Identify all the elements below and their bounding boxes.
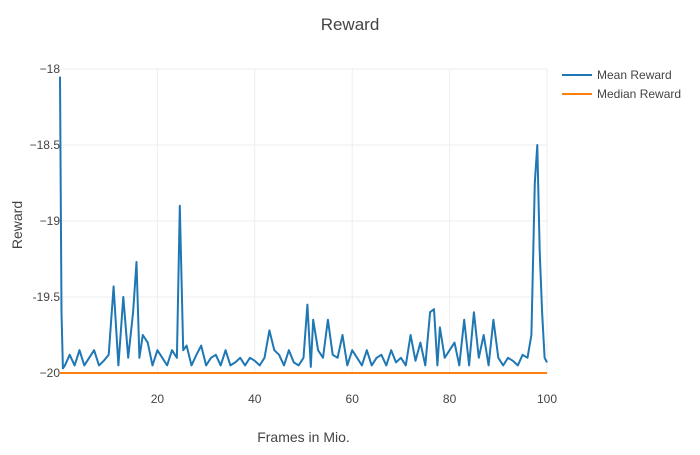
y-tick-label: −20 xyxy=(40,366,61,380)
legend-item-mean-reward[interactable]: Mean Reward xyxy=(562,68,672,82)
x-tick-label: 100 xyxy=(537,392,557,406)
x-tick-label: 20 xyxy=(151,392,165,406)
legend-item-median-reward[interactable]: Median Reward xyxy=(562,87,681,101)
tick-labels: 20 40 60 80 100 −18 −18.5 −19 -19.5 −20 xyxy=(30,62,558,406)
x-tick-label: 80 xyxy=(443,392,457,406)
series-line-mean-reward xyxy=(59,76,548,370)
x-tick-label: 40 xyxy=(248,392,262,406)
chart-title: Reward xyxy=(321,15,380,34)
grid xyxy=(60,68,548,374)
legend-label: Mean Reward xyxy=(597,68,672,82)
x-tick-label: 60 xyxy=(346,392,360,406)
y-tick-label: −18 xyxy=(40,62,61,76)
series-lines xyxy=(59,76,548,374)
y-tick-label: −18.5 xyxy=(30,138,61,152)
y-axis-label: Reward xyxy=(9,201,25,249)
y-tick-label: -19.5 xyxy=(33,290,61,304)
legend-label: Median Reward xyxy=(597,87,681,101)
x-axis-label: Frames in Mio. xyxy=(257,429,350,445)
legend[interactable]: Mean Reward Median Reward xyxy=(562,68,681,101)
y-tick-label: −19 xyxy=(40,214,61,228)
